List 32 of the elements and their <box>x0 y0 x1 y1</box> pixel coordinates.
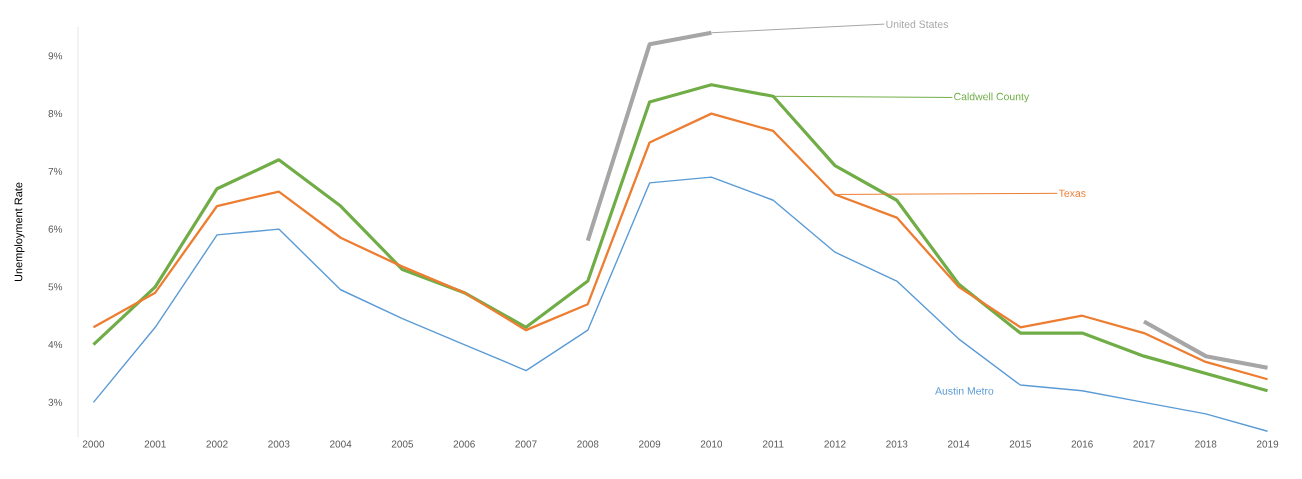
x-tick-label: 2000 <box>82 440 105 448</box>
x-tick-label: 2003 <box>268 440 290 448</box>
y-tick-label: 5% <box>48 283 63 291</box>
x-tick-label: 2002 <box>206 440 228 448</box>
x-tick-label: 2010 <box>700 440 723 448</box>
x-tick-label: 2006 <box>453 440 475 448</box>
y-tick-label: 6% <box>48 225 63 233</box>
x-tick-label: 2017 <box>1133 440 1155 448</box>
x-tick-label: 2012 <box>824 440 846 448</box>
y-tick-label: 3% <box>48 398 63 406</box>
x-tick-label: 2016 <box>1071 440 1093 448</box>
series-label: Austin Metro <box>935 386 994 395</box>
x-tick-label: 2013 <box>886 440 908 448</box>
y-tick-label: 9% <box>48 52 63 60</box>
x-tick-label: 2007 <box>515 440 537 448</box>
x-tick-label: 2004 <box>330 440 352 448</box>
x-tick-label: 2008 <box>577 440 599 448</box>
x-tick-label: 2015 <box>1009 440 1032 448</box>
x-tick-label: 2001 <box>144 440 166 448</box>
text: United States <box>886 20 949 28</box>
x-tick-label: 2005 <box>391 440 414 448</box>
y-tick-label: 4% <box>48 341 63 349</box>
y-tick-label: 8% <box>48 110 63 118</box>
y-tick-label: 7% <box>48 167 63 175</box>
x-tick-label: 2018 <box>1195 440 1217 448</box>
x-tick-label: 2009 <box>639 440 661 448</box>
x-tick-label: 2011 <box>762 440 784 448</box>
x-tick-label: 2019 <box>1256 440 1279 448</box>
text: Texas <box>1058 189 1086 197</box>
x-tick-label: 2014 <box>947 440 970 448</box>
text: Caldwell County <box>954 92 1030 103</box>
y-axis-title: Unemployment Rate <box>14 182 25 282</box>
